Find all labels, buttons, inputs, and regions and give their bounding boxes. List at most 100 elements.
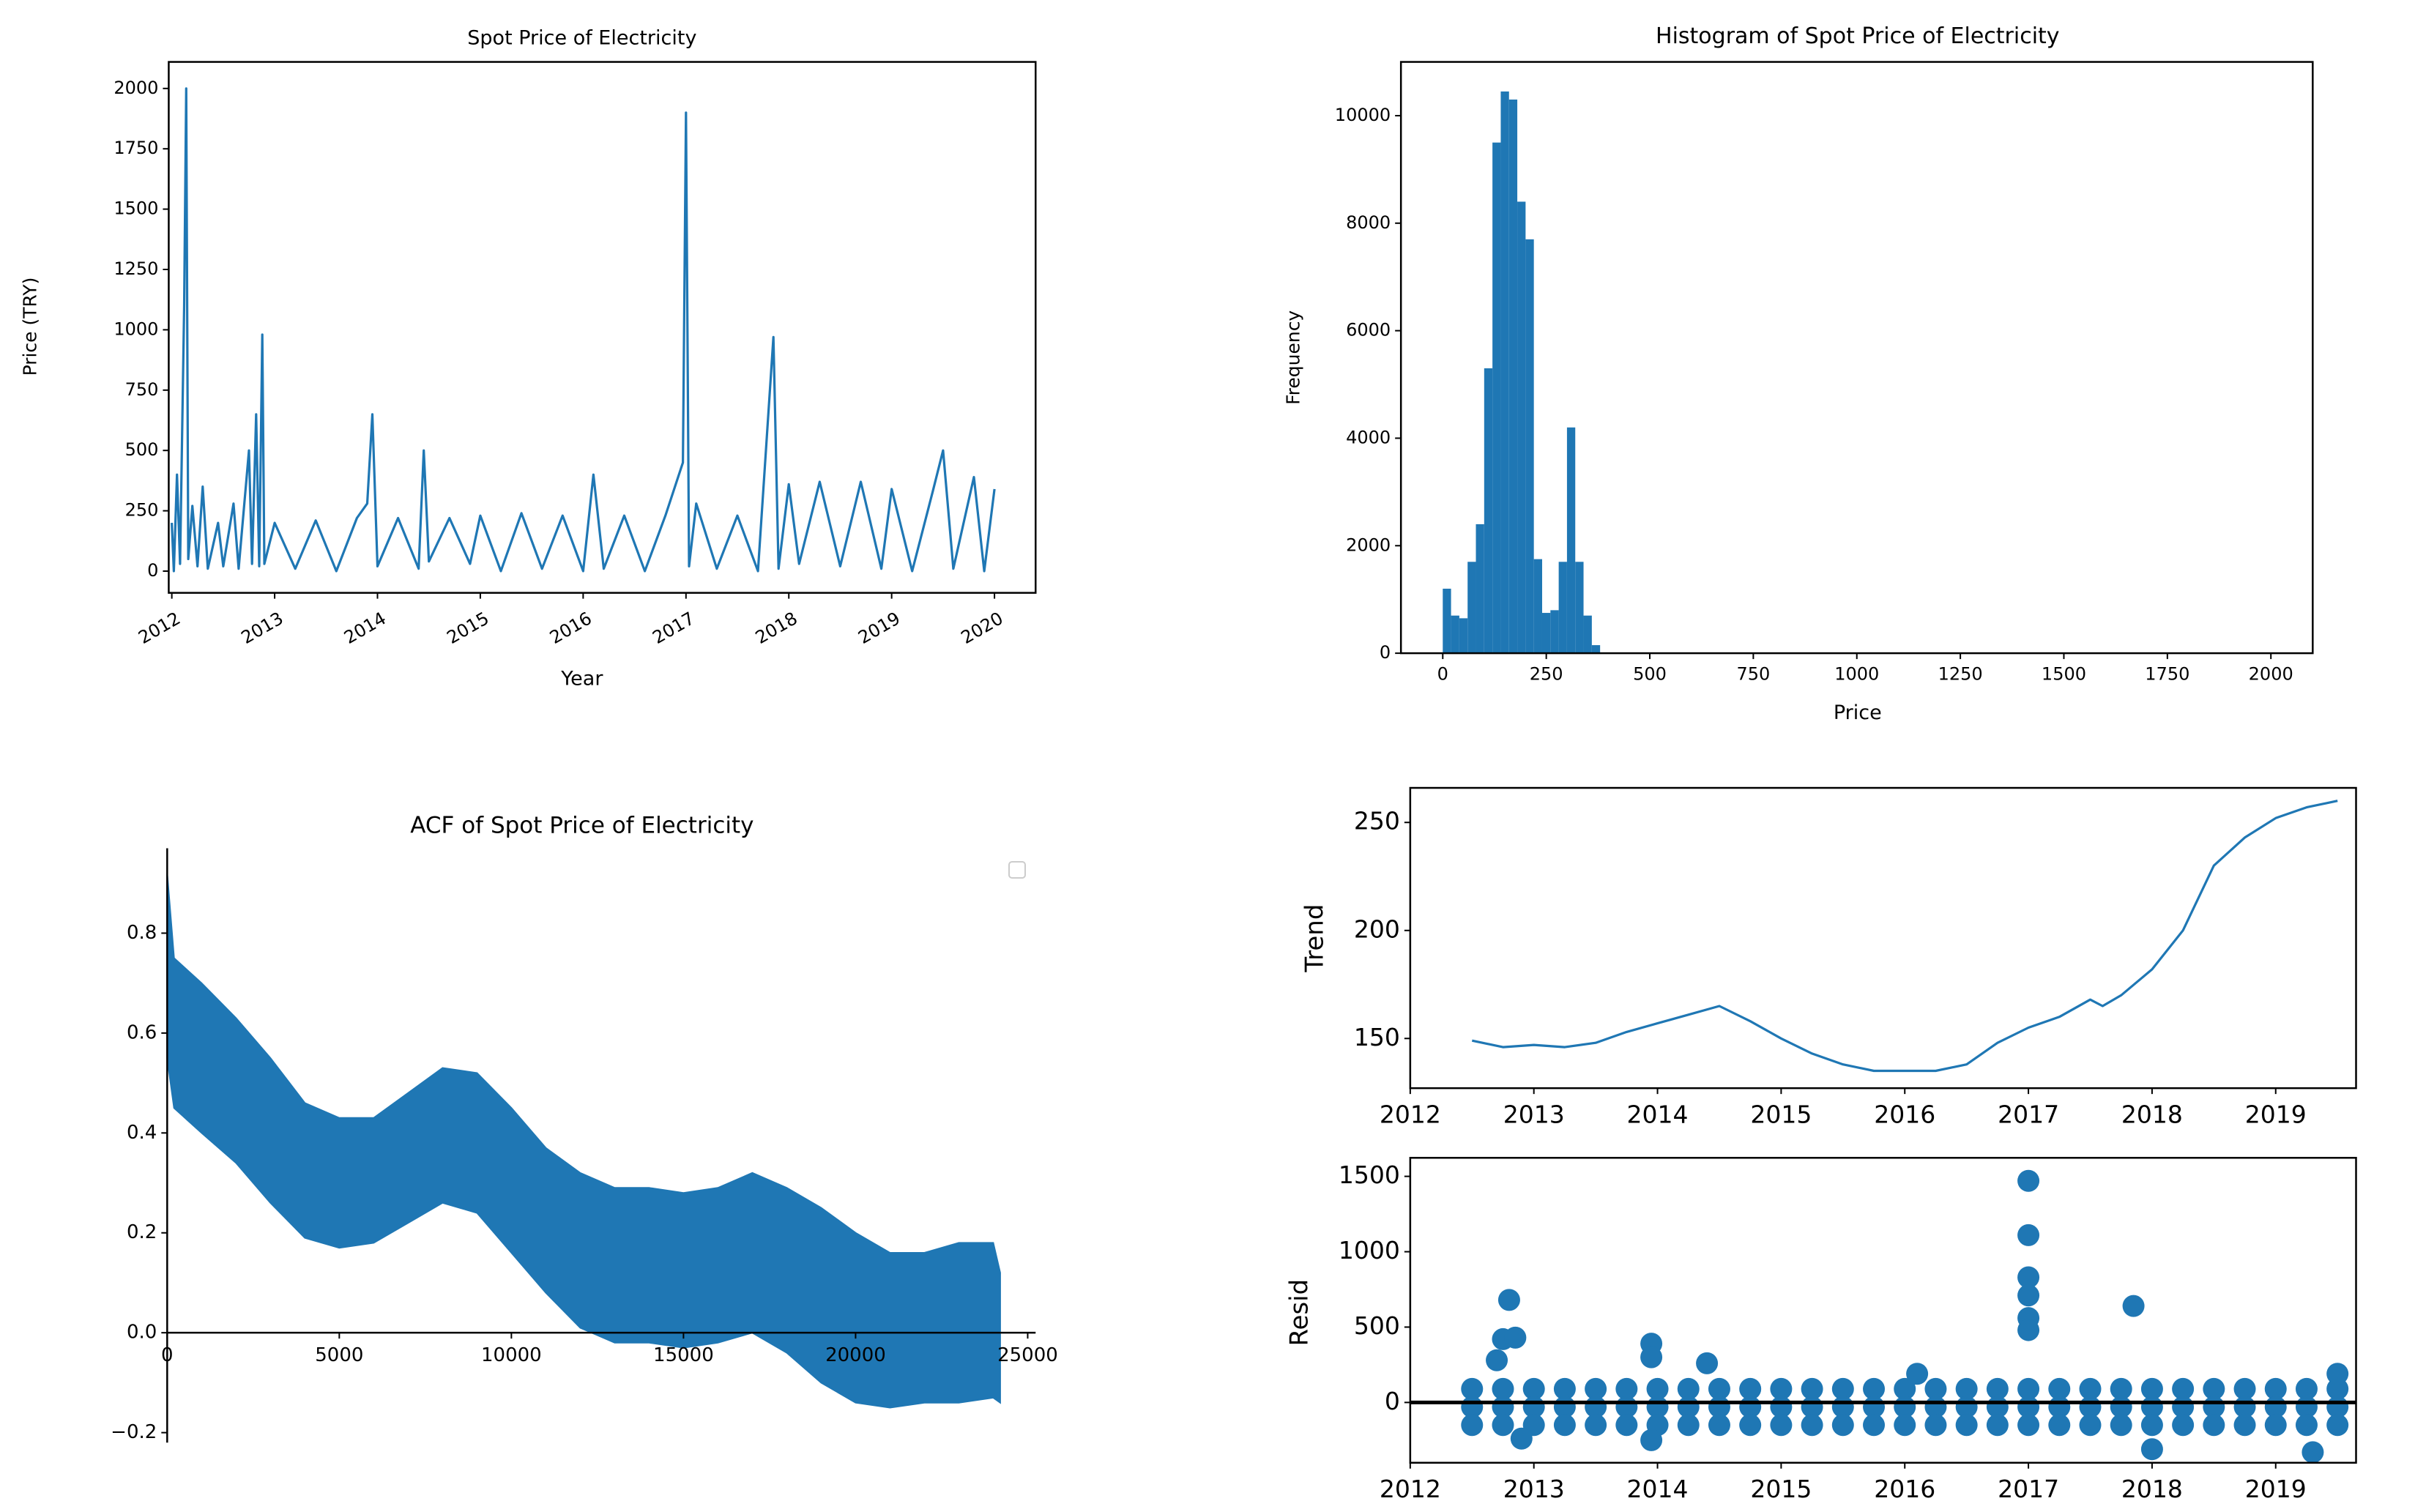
x-tick-label: 2015 — [1750, 1475, 1812, 1503]
y-tick-label: 150 — [1354, 1023, 1400, 1051]
x-tick-label: 2013 — [238, 608, 287, 648]
x-tick-label: 1750 — [2145, 664, 2189, 685]
scatter-point — [2017, 1319, 2040, 1341]
y-axis-label: Price (TRY) — [19, 278, 40, 376]
y-tick-label: 2000 — [1346, 535, 1391, 555]
scatter-point — [2079, 1377, 2102, 1400]
histogram-bar — [1550, 610, 1559, 654]
histogram-bar — [1583, 615, 1592, 654]
scatter-point — [1553, 1377, 1576, 1400]
y-tick-label: 250 — [125, 500, 159, 521]
y-axis-label: Frequency — [1282, 310, 1303, 405]
y-tick-label: 1750 — [114, 138, 158, 158]
line — [1471, 800, 2338, 1073]
scatter-point — [1510, 1427, 1533, 1450]
scatter-point — [1585, 1377, 1607, 1400]
scatter-point — [2233, 1414, 2256, 1437]
histogram-bar — [1525, 239, 1534, 654]
scatter-point — [1894, 1414, 1916, 1437]
scatter-point — [2017, 1414, 2040, 1437]
y-tick-label: 1500 — [114, 198, 158, 219]
y-tick-label: 4000 — [1346, 427, 1391, 447]
scatter-point — [2122, 1295, 2145, 1317]
scatter-point — [1906, 1363, 1929, 1385]
scatter-point — [2017, 1284, 2040, 1307]
x-tick-label: 20000 — [825, 1344, 886, 1366]
scatter-point — [2079, 1414, 2102, 1437]
chart-title: ACF of Spot Price of Electricity — [410, 812, 753, 838]
y-tick-label: 6000 — [1346, 320, 1391, 340]
histogram-bar — [1451, 615, 1459, 654]
y-axis-label: Resid — [1284, 1279, 1314, 1347]
scatter-point — [2017, 1169, 2040, 1192]
scatter-point — [1461, 1414, 1484, 1437]
x-tick-label: 1500 — [2042, 664, 2086, 685]
scatter-point — [1924, 1414, 1947, 1437]
scatter-point — [1492, 1377, 1514, 1400]
scatter-point — [2140, 1414, 2163, 1437]
x-tick-label: 1000 — [1834, 664, 1879, 685]
scatter-point — [1677, 1377, 1700, 1400]
x-axis-label: Price — [1834, 701, 1882, 724]
histogram-bar — [1492, 142, 1501, 654]
scatter-point — [1894, 1377, 1916, 1400]
y-tick-label: 0.2 — [127, 1221, 157, 1243]
scatter-point — [2017, 1266, 2040, 1289]
scatter-point — [1986, 1377, 2009, 1400]
scatter-point — [1770, 1377, 1793, 1400]
scatter-point — [1924, 1377, 1947, 1400]
scatter-point — [1739, 1377, 1762, 1400]
scatter-point — [1955, 1377, 1978, 1400]
scatter-point — [1831, 1414, 1854, 1437]
scatter-point — [1640, 1346, 1663, 1368]
scatter-point — [2048, 1414, 2071, 1437]
plot-frame — [1409, 1157, 2357, 1464]
y-tick-label: −0.2 — [111, 1421, 157, 1443]
x-tick-label: 2012 — [135, 608, 184, 648]
x-tick-label: 2017 — [649, 608, 698, 648]
scatter-point — [1522, 1377, 1545, 1400]
scatter-point — [1553, 1414, 1576, 1437]
scatter-point — [2017, 1377, 2040, 1400]
legend — [1008, 861, 1026, 879]
x-tick-label: 2014 — [1627, 1475, 1689, 1503]
x-tick-label: 2019 — [2245, 1100, 2307, 1128]
x-tick-label: 1250 — [1938, 664, 1983, 685]
y-tick-label: 200 — [1354, 915, 1400, 943]
scatter-point — [2301, 1441, 2324, 1464]
y-tick-label: 8000 — [1346, 212, 1391, 233]
x-tick-label: 750 — [1736, 664, 1770, 685]
histogram-bar — [1476, 524, 1484, 654]
histogram-bar — [1517, 201, 1526, 654]
scatter-point — [1504, 1326, 1527, 1349]
x-tick-label: 2015 — [1750, 1100, 1812, 1128]
scatter-point — [2295, 1414, 2318, 1437]
scatter-point — [2295, 1377, 2318, 1400]
scatter-point — [1863, 1377, 1886, 1400]
x-tick-label: 2016 — [546, 608, 595, 648]
x-tick-label: 500 — [1633, 664, 1667, 685]
x-tick-label: 0 — [1437, 664, 1448, 685]
x-axis-label: Year — [560, 668, 603, 690]
x-tick-label: 0 — [161, 1344, 174, 1366]
scatter-point — [1696, 1352, 1719, 1374]
scatter-point — [1863, 1414, 1886, 1437]
scatter-point — [1770, 1414, 1793, 1437]
x-tick-label: 2019 — [855, 608, 904, 648]
histogram-bar — [1533, 559, 1542, 654]
y-tick-label: 1000 — [1339, 1236, 1400, 1265]
x-tick-label: 2018 — [2121, 1100, 2183, 1128]
chart-title: Histogram of Spot Price of Electricity — [1656, 23, 2060, 49]
y-tick-label: 0 — [1385, 1387, 1400, 1415]
scatter-point — [1801, 1377, 1823, 1400]
scatter-point — [2233, 1377, 2256, 1400]
histogram-bar — [1459, 618, 1468, 654]
scatter-point — [1677, 1414, 1700, 1437]
x-tick-label: 250 — [1530, 664, 1563, 685]
histogram-bar — [1541, 613, 1551, 654]
y-tick-label: 500 — [125, 439, 159, 460]
x-tick-label: 2012 — [1380, 1475, 1441, 1503]
y-tick-label: 1250 — [114, 258, 158, 279]
x-tick-label: 2018 — [752, 608, 801, 648]
